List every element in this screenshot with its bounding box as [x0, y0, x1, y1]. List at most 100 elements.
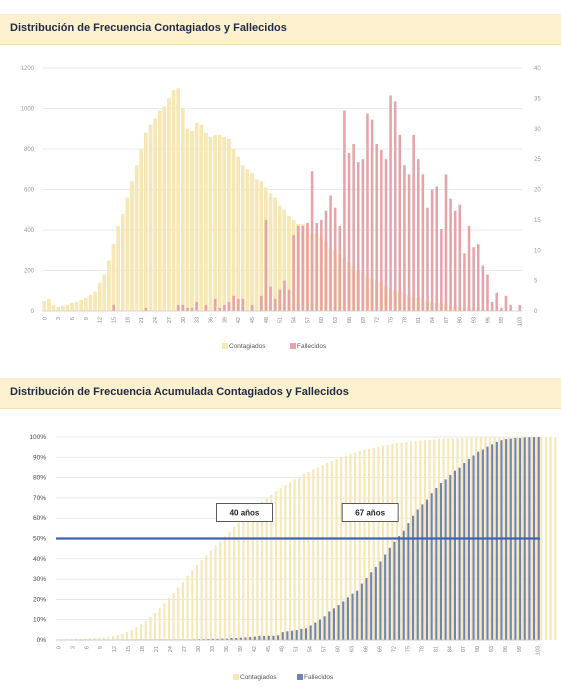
bar-fallecidos	[227, 301, 231, 311]
bar-contagiados-cum	[153, 612, 157, 640]
y-tick-right: 10	[534, 248, 541, 254]
y-tick-left: 1000	[21, 107, 35, 113]
bar-fallecidos-cum	[486, 446, 489, 640]
bar-contagiados	[171, 90, 176, 312]
bar-contagiados	[139, 149, 144, 311]
bar-contagiados-cum	[209, 550, 212, 640]
bar-fallecidos-cum	[393, 541, 396, 640]
x-tick-label: 99	[499, 317, 505, 323]
x-tick-label: 42	[236, 317, 242, 323]
x-tick-label: 3	[70, 646, 76, 649]
x-tick-label: 24	[153, 317, 159, 323]
chart1-title: Distribución de Frecuencia Contagiados y…	[10, 22, 287, 34]
y-tick-right: 35	[534, 96, 541, 102]
x-tick-label: 63	[350, 646, 356, 652]
bar-contagiados	[60, 305, 65, 311]
bar-fallecidos	[287, 289, 291, 311]
x-tick-label: 96	[503, 646, 509, 652]
bar-fallecidos-cum	[421, 504, 424, 640]
x-tick-label: 87	[444, 317, 450, 323]
bar-fallecidos	[315, 222, 318, 311]
bar-contagiados-cum	[549, 437, 552, 640]
bar-contagiados	[148, 124, 153, 311]
bar-fallecidos	[144, 307, 148, 311]
bar-fallecidos	[301, 225, 305, 311]
bar-contagiados-cum	[270, 494, 273, 640]
y-tick: 90%	[33, 454, 46, 461]
bar-fallecidos-cum	[342, 601, 345, 640]
bar-contagiados-cum	[65, 639, 68, 640]
bar-fallecidos	[504, 295, 508, 311]
bar-fallecidos-cum	[379, 561, 382, 640]
bar-contagiados	[208, 136, 213, 311]
bar-fallecidos	[366, 113, 369, 311]
y-tick: 70%	[33, 495, 46, 502]
bar-contagiados-cum	[330, 460, 333, 640]
x-tick-label: 27	[182, 646, 188, 652]
bar-contagiados	[268, 193, 273, 311]
x-tick-label: 39	[222, 317, 228, 323]
bar-contagiados	[213, 134, 217, 311]
bar-contagiados	[93, 291, 97, 311]
bar-contagiados-cum	[163, 603, 166, 640]
bar-fallecidos-cum	[239, 637, 242, 640]
bar-fallecidos	[273, 298, 277, 311]
bar-fallecidos	[320, 219, 323, 311]
bar-contagiados-cum	[242, 517, 245, 640]
x-tick-label: 66	[363, 646, 369, 652]
bar-contagiados-cum	[233, 526, 236, 640]
bar-contagiados	[231, 149, 236, 311]
bar-fallecidos	[310, 171, 314, 311]
x-tick-label: 18	[140, 646, 146, 652]
bar-contagiados-cum	[321, 465, 324, 640]
x-tick-label: 30	[181, 317, 187, 323]
bar-fallecidos	[412, 134, 415, 311]
bar-contagiados-cum	[349, 454, 352, 640]
bar-contagiados	[102, 274, 107, 311]
legend-label-fallecidos: Fallecidos	[304, 674, 334, 681]
bar-contagiados-cum	[261, 501, 264, 640]
bar-contagiados-cum	[172, 592, 175, 640]
bar-contagiados-cum	[200, 560, 203, 640]
x-tick-label: 15	[126, 646, 132, 652]
bar-fallecidos	[237, 298, 240, 311]
x-tick-label: 69	[377, 646, 383, 652]
bar-contagiados	[180, 108, 185, 311]
bar-contagiados-cum	[302, 474, 305, 640]
bar-fallecidos	[329, 195, 332, 311]
bar-fallecidos-cum	[304, 628, 308, 640]
bar-contagiados-cum	[419, 440, 422, 640]
bar-fallecidos-cum	[388, 547, 391, 640]
bar-fallecidos	[306, 222, 309, 311]
x-tick-label: 36	[208, 317, 214, 323]
bar-fallecidos-cum	[463, 462, 466, 640]
x-tick-label: 96	[485, 317, 491, 323]
x-tick-label: 48	[264, 317, 270, 323]
x-tick-label: 45	[250, 317, 256, 323]
x-tick-label: 27	[167, 317, 173, 323]
x-tick-label: 103	[536, 646, 542, 655]
bar-fallecidos	[389, 95, 392, 312]
y-tick-right: 0	[534, 309, 538, 315]
x-tick-label: 30	[196, 646, 202, 652]
bar-fallecidos	[370, 119, 374, 311]
x-tick-label: 42	[252, 646, 258, 652]
bar-contagiados-cum	[144, 620, 147, 640]
bar-contagiados	[47, 298, 51, 311]
bar-contagiados	[222, 136, 227, 311]
bar-contagiados	[130, 181, 134, 311]
x-tick-label: 9	[84, 317, 90, 320]
bar-contagiados-cum	[126, 632, 129, 640]
bar-fallecidos-cum	[402, 530, 405, 640]
x-tick-label: 57	[322, 646, 328, 652]
x-tick-label: 21	[139, 317, 145, 323]
y-tick: 100%	[29, 434, 46, 441]
x-tick-label: 66	[347, 317, 353, 323]
bar-contagiados	[51, 304, 56, 311]
x-tick-label: 63	[333, 317, 339, 323]
bar-contagiados	[287, 215, 291, 311]
bar-fallecidos	[421, 174, 425, 311]
x-tick-label: 75	[388, 317, 394, 323]
bar-contagiados	[185, 128, 190, 311]
bar-contagiados	[259, 181, 264, 311]
